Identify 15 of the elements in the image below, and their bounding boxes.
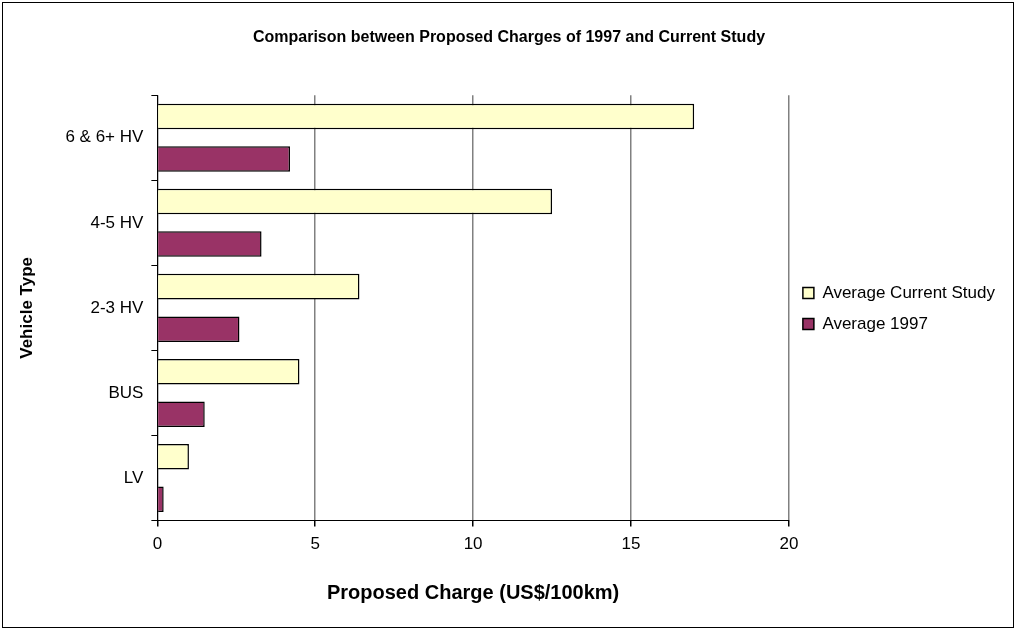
y-tick-label: 2-3 HV (90, 297, 145, 317)
chart-title: Comparison between Proposed Charges of 1997 and Current Study (252, 28, 766, 46)
y-tick-label: LV (123, 467, 145, 487)
y-tick-label: 6 & 6+ HV (65, 127, 145, 147)
x-tick-label: 0 (152, 534, 163, 554)
y-axis-title: Vehicle Type (16, 257, 36, 359)
x-tick-label: 5 (310, 534, 320, 554)
x-tick-label: 10 (463, 534, 483, 554)
x-tick-label: 20 (779, 534, 799, 554)
y-tick-label: BUS (108, 382, 144, 402)
y-tick-label: 4-5 HV (90, 212, 145, 232)
legend-label: Average 1997 (822, 313, 928, 333)
x-tick-label: 15 (621, 534, 641, 554)
x-axis-title: Proposed Charge (US$/100km) (326, 580, 620, 603)
legend-label: Average Current Study (822, 282, 996, 302)
